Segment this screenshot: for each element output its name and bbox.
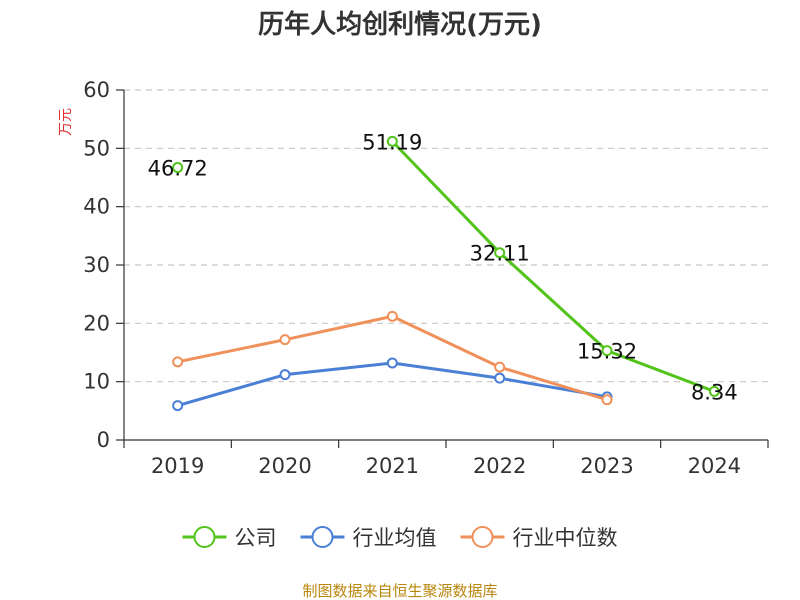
legend-label: 公司 bbox=[235, 526, 277, 550]
x-tick-label: 2024 bbox=[688, 454, 741, 478]
data-point[interactable] bbox=[172, 161, 184, 173]
x-tick-label: 2019 bbox=[151, 454, 204, 478]
data-point[interactable] bbox=[601, 345, 613, 357]
y-tick-label: 50 bbox=[83, 136, 110, 160]
data-point[interactable] bbox=[601, 394, 613, 406]
data-point[interactable] bbox=[172, 400, 184, 412]
data-labels: 46.72 51.19 32.11 15.32 8.34 bbox=[148, 130, 738, 404]
data-point[interactable] bbox=[279, 334, 291, 346]
data-label: 8.34 bbox=[691, 380, 738, 404]
y-tick-label: 0 bbox=[97, 428, 110, 452]
legend-marker bbox=[471, 526, 494, 548]
legend-marker bbox=[311, 526, 334, 548]
data-label: 15.32 bbox=[577, 340, 637, 364]
data-point[interactable] bbox=[494, 361, 506, 373]
x-tick-label: 2020 bbox=[258, 454, 311, 478]
legend-item-1[interactable]: 行业均值 bbox=[300, 526, 437, 550]
series-line-1 bbox=[176, 361, 609, 408]
legend-item-0[interactable]: 公司 bbox=[182, 526, 277, 550]
legend-label: 行业中位数 bbox=[513, 526, 618, 550]
chart-title: 历年人均创利情况(万元) bbox=[258, 9, 542, 40]
legend-label: 行业均值 bbox=[353, 526, 437, 550]
legend-marker bbox=[193, 526, 216, 548]
series-group bbox=[172, 135, 720, 412]
data-point[interactable] bbox=[494, 372, 506, 384]
data-point[interactable] bbox=[708, 385, 720, 397]
y-tick-label: 60 bbox=[83, 78, 110, 102]
data-label: 51.19 bbox=[362, 130, 422, 154]
series-line-0 bbox=[390, 139, 716, 393]
y-tick-label: 20 bbox=[83, 311, 110, 335]
axes bbox=[116, 89, 769, 448]
data-point[interactable] bbox=[172, 356, 184, 368]
legend-item-2[interactable]: 行业中位数 bbox=[460, 526, 618, 550]
data-point[interactable] bbox=[386, 310, 398, 322]
data-label: 32.11 bbox=[470, 242, 530, 266]
legend[interactable]: 公司 行业均值 行业中位数 bbox=[182, 526, 618, 550]
data-label: 46.72 bbox=[148, 156, 208, 180]
y-axis-label: 万元 bbox=[58, 108, 74, 136]
y-tick-label: 10 bbox=[83, 370, 110, 394]
y-tick-label: 40 bbox=[83, 195, 110, 219]
tick-labels: 0 10 20 30 40 50 60 2019 2020 2021 2022 2023 2024 bbox=[83, 78, 741, 478]
data-point[interactable] bbox=[279, 369, 291, 381]
data-point[interactable] bbox=[386, 135, 398, 147]
data-point[interactable] bbox=[494, 247, 506, 259]
x-tick-label: 2021 bbox=[366, 454, 419, 478]
gridlines bbox=[124, 89, 768, 383]
data-point[interactable] bbox=[386, 357, 398, 369]
source-note: 制图数据来自恒生聚源数据库 bbox=[302, 582, 497, 600]
y-tick-label: 30 bbox=[83, 253, 110, 277]
x-tick-label: 2023 bbox=[580, 454, 633, 478]
x-tick-label: 2022 bbox=[473, 454, 526, 478]
